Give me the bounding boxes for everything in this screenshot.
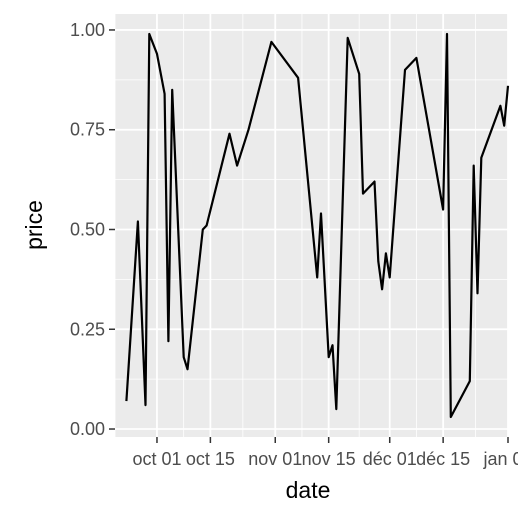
x-tick-label: nov 15 — [302, 449, 356, 469]
x-axis: oct 01 oct 15 nov 01 nov 15 déc 01 déc 15 jan … — [132, 437, 518, 469]
x-axis-title: date — [286, 477, 331, 503]
series-line-0 — [125, 32, 510, 419]
series-layer — [125, 32, 510, 419]
x-tick-label: oct 15 — [186, 449, 235, 469]
x-tick-label: déc 01 — [363, 449, 417, 469]
x-tick-label: nov 01 — [248, 449, 302, 469]
y-axis: 0.00 0.25 0.50 0.75 1.00 — [70, 20, 115, 439]
x-tick-label: déc 15 — [416, 449, 470, 469]
y-tick-label: 1.00 — [70, 20, 105, 40]
y-tick-label: 0.25 — [70, 319, 105, 339]
y-tick-label: 0.75 — [70, 120, 105, 140]
y-tick-label: 0.50 — [70, 219, 105, 239]
gridlines — [114, 14, 509, 437]
x-tick-label: jan 01 — [482, 449, 518, 469]
x-tick-label: oct 01 — [132, 449, 181, 469]
y-tick-label: 0.00 — [70, 419, 105, 439]
y-axis-title: price — [21, 200, 47, 250]
